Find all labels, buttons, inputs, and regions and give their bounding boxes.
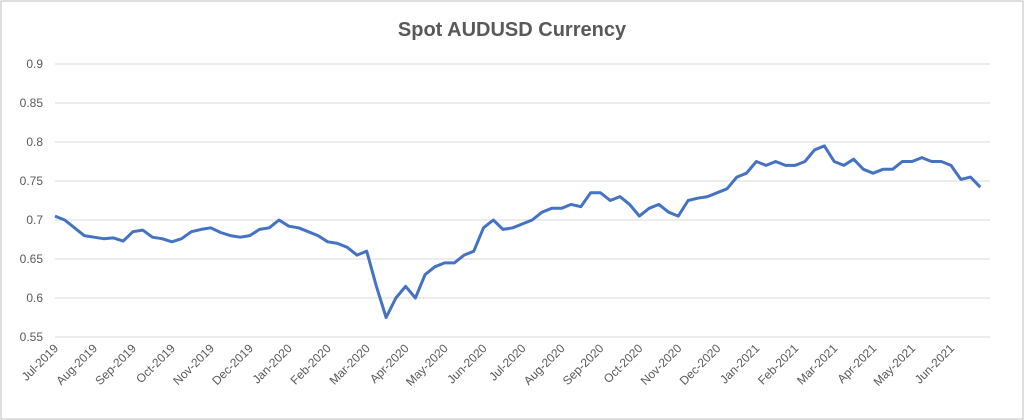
y-tick-label: 0.9 [26,57,43,71]
y-tick-label: 0.85 [20,96,44,110]
chart-title: Spot AUDUSD Currency [398,19,627,41]
y-tick-label: 0.8 [26,135,43,149]
y-tick-label: 0.6 [26,291,43,305]
line-series [54,144,982,319]
y-tick-label: 0.55 [20,330,44,344]
y-tick-label: 0.7 [26,213,43,227]
y-tick-label: 0.75 [20,174,44,188]
y-tick-label: 0.65 [20,252,44,266]
